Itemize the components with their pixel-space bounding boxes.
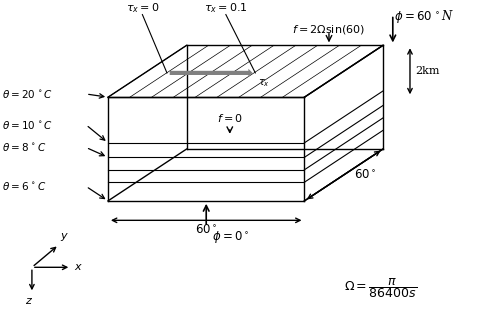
Text: $\theta = 10\,^\circ C$: $\theta = 10\,^\circ C$ — [2, 119, 54, 131]
Polygon shape — [108, 97, 304, 201]
Text: $f = 2\Omega\sin(60)$: $f = 2\Omega\sin(60)$ — [292, 23, 365, 36]
Text: $\tau_x{=}0.1$: $\tau_x{=}0.1$ — [204, 1, 248, 15]
Text: $\theta = 8\,^\circ C$: $\theta = 8\,^\circ C$ — [2, 141, 47, 154]
Text: $60^\circ$: $60^\circ$ — [195, 224, 218, 237]
Text: $f = 0$: $f = 0$ — [217, 112, 243, 124]
Text: $\theta = 6\,^\circ C$: $\theta = 6\,^\circ C$ — [2, 180, 47, 192]
Text: $\tau_x{=}0$: $\tau_x{=}0$ — [126, 1, 159, 15]
Text: $\phi = 60\,^\circ$N: $\phi = 60\,^\circ$N — [394, 8, 455, 25]
Text: $\Omega = \dfrac{\pi}{86400s}$: $\Omega = \dfrac{\pi}{86400s}$ — [344, 276, 417, 300]
Text: $60^\circ$: $60^\circ$ — [354, 168, 376, 181]
Text: $x$: $x$ — [74, 262, 82, 272]
Text: $\tau_x$: $\tau_x$ — [258, 77, 270, 88]
Polygon shape — [108, 45, 383, 97]
Text: $\theta = 20\,^\circ C$: $\theta = 20\,^\circ C$ — [2, 88, 54, 100]
Text: $y$: $y$ — [60, 231, 69, 243]
Text: $\phi = 0^\circ$: $\phi = 0^\circ$ — [212, 230, 249, 246]
Text: 2km: 2km — [415, 66, 439, 76]
Polygon shape — [304, 45, 383, 201]
Text: $z$: $z$ — [26, 296, 33, 307]
